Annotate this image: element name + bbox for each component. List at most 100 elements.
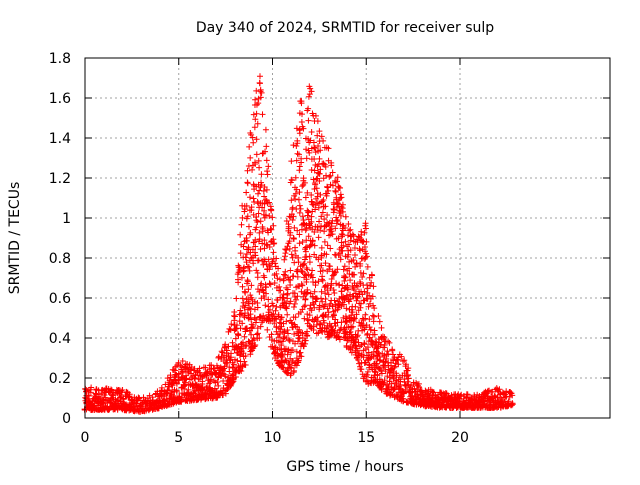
data-point xyxy=(240,243,247,250)
data-point xyxy=(258,179,265,186)
data-point xyxy=(443,390,450,397)
data-point xyxy=(316,155,323,162)
data-point xyxy=(248,316,255,323)
data-point xyxy=(351,271,358,278)
data-point xyxy=(303,272,310,279)
data-point xyxy=(363,238,370,245)
data-point xyxy=(316,170,323,177)
data-point xyxy=(310,139,317,146)
data-point xyxy=(331,270,338,276)
data-point xyxy=(344,232,351,239)
data-point xyxy=(290,273,297,280)
data-point xyxy=(319,298,326,305)
data-point xyxy=(262,302,269,309)
data-point xyxy=(242,352,249,359)
data-point xyxy=(360,354,367,361)
data-point xyxy=(313,296,320,303)
data-point xyxy=(240,268,247,275)
data-point xyxy=(377,356,384,363)
data-point xyxy=(299,213,306,220)
data-point xyxy=(350,257,357,264)
data-point xyxy=(346,270,353,277)
data-point xyxy=(288,365,295,372)
data-point xyxy=(294,137,301,144)
data-point xyxy=(182,382,189,389)
data-point xyxy=(305,233,312,240)
data-point xyxy=(331,330,338,337)
data-point xyxy=(251,336,258,343)
data-point xyxy=(296,126,303,133)
data-point xyxy=(175,370,182,377)
data-point xyxy=(255,210,262,217)
plot-frame xyxy=(84,57,611,419)
data-point xyxy=(399,358,406,365)
data-point xyxy=(338,194,345,201)
data-point xyxy=(233,295,240,302)
data-point xyxy=(397,378,404,385)
data-point xyxy=(343,318,350,325)
data-point xyxy=(332,225,339,232)
data-point xyxy=(325,145,332,152)
data-point xyxy=(339,208,346,215)
data-point xyxy=(243,251,250,258)
data-point xyxy=(363,253,370,260)
data-point xyxy=(332,188,339,195)
data-point xyxy=(381,377,388,384)
data-point xyxy=(270,249,277,256)
data-point xyxy=(287,298,294,305)
data-point xyxy=(309,267,316,274)
data-point xyxy=(291,259,298,266)
data-point xyxy=(359,273,366,280)
data-point xyxy=(207,378,214,385)
data-point xyxy=(318,262,325,269)
data-point xyxy=(255,100,262,107)
data-point xyxy=(253,331,260,338)
data-point xyxy=(331,297,338,304)
data-point xyxy=(219,349,226,356)
data-point xyxy=(302,227,309,234)
data-point xyxy=(347,237,354,244)
data-point xyxy=(306,149,313,156)
data-point xyxy=(357,304,364,311)
data-point xyxy=(302,302,309,309)
data-point xyxy=(333,178,340,185)
data-point xyxy=(313,330,320,337)
data-point xyxy=(287,229,294,236)
data-point xyxy=(345,241,352,248)
y-tick-label: 0.2 xyxy=(49,371,71,387)
data-point xyxy=(256,187,263,194)
data-point xyxy=(296,209,303,216)
y-tick-label: 0.8 xyxy=(49,251,71,267)
data-point xyxy=(325,291,332,298)
data-point xyxy=(263,241,270,248)
data-point xyxy=(264,326,271,333)
data-point xyxy=(301,260,308,267)
y-tick-label: 0 xyxy=(62,411,71,427)
data-point xyxy=(315,256,322,263)
data-point xyxy=(196,369,203,376)
data-point xyxy=(287,370,294,377)
data-point xyxy=(298,353,305,360)
data-point xyxy=(357,280,364,287)
data-point xyxy=(247,154,254,161)
data-point xyxy=(226,325,233,332)
data-point xyxy=(300,217,307,224)
data-point xyxy=(231,313,238,320)
data-point xyxy=(299,282,306,289)
data-point xyxy=(302,337,309,344)
data-point xyxy=(309,293,316,300)
data-point xyxy=(311,228,318,235)
data-point xyxy=(382,358,389,365)
data-point xyxy=(230,364,237,371)
data-point xyxy=(268,331,275,338)
data-point xyxy=(244,237,251,244)
data-point xyxy=(253,316,260,323)
data-point xyxy=(252,252,259,259)
data-point xyxy=(507,389,514,396)
data-point xyxy=(292,247,299,254)
data-point xyxy=(241,333,248,340)
data-point xyxy=(366,292,373,299)
data-point xyxy=(282,268,289,275)
data-point xyxy=(294,338,301,345)
data-point xyxy=(290,142,297,149)
